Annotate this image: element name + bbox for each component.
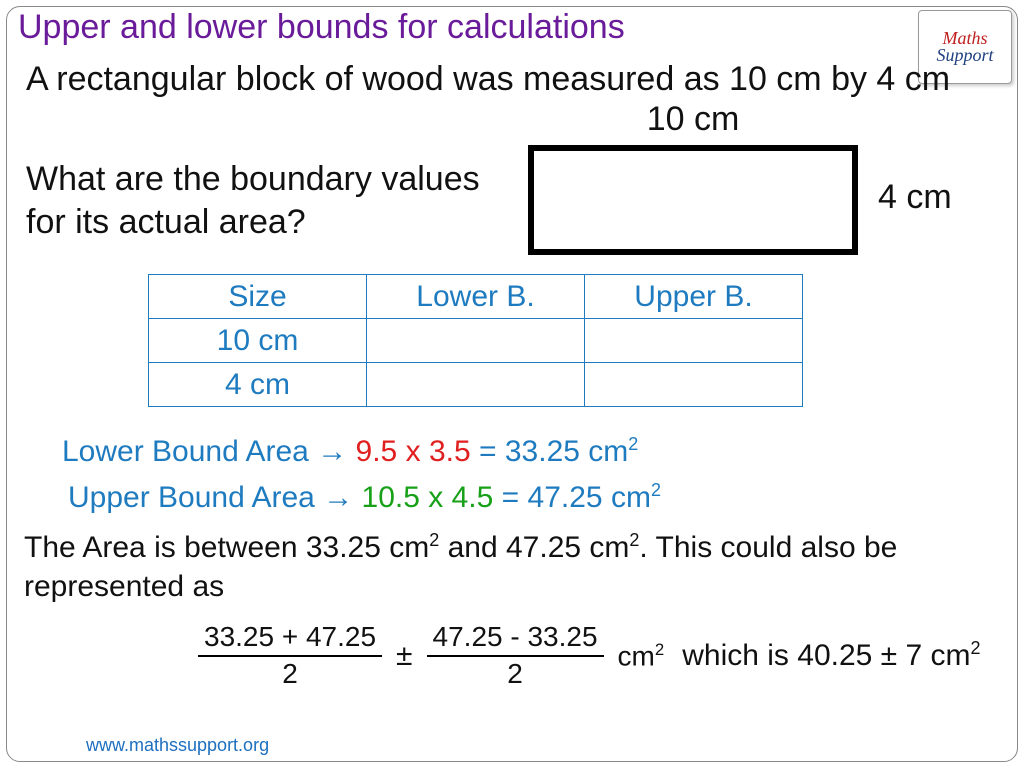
- lb-val2: 3.5: [429, 435, 471, 468]
- problem-statement-1: A rectangular block of wood was measured…: [26, 58, 996, 101]
- arrow-icon: →: [317, 435, 347, 468]
- lb-op: x: [406, 435, 421, 468]
- ub-result: 47.25 cm2: [528, 481, 661, 514]
- cell-size-10: 10 cm: [149, 319, 367, 363]
- ub-eq: =: [502, 481, 520, 514]
- frac1-den: 2: [282, 657, 298, 690]
- lower-bound-area-line: Lower Bound Area → 9.5 x 3.5 = 33.25 cm2: [62, 434, 638, 469]
- cell-size-4: 4 cm: [149, 363, 367, 407]
- final-answer: which is 40.25 ± 7 cm2: [682, 638, 980, 673]
- bounds-table: Size Lower B. Upper B. 10 cm 4 cm: [148, 274, 803, 407]
- plus-minus-icon: ±: [396, 639, 412, 673]
- fraction-halfrange: 47.25 - 33.25 2: [427, 622, 604, 690]
- mean-pm-halfrange-formula: 33.25 + 47.25 2 ± 47.25 - 33.25 2 cm2 wh…: [190, 622, 981, 690]
- slide-title: Upper and lower bounds for calculations: [18, 8, 625, 47]
- fraction-mean: 33.25 + 47.25 2: [198, 622, 382, 690]
- between-v1: 33.25 cm2: [306, 531, 439, 564]
- table-header-row: Size Lower B. Upper B.: [149, 275, 803, 319]
- cell-ub-10: [585, 319, 803, 363]
- lb-eq: =: [479, 435, 497, 468]
- header-lower-b: Lower B.: [367, 275, 585, 319]
- problem-statement-2: What are the boundary values for its act…: [26, 158, 526, 243]
- lb-val1: 9.5: [356, 435, 398, 468]
- upper-bound-area-line: Upper Bound Area → 10.5 x 4.5 = 47.25 cm…: [68, 480, 661, 515]
- table-row: 4 cm: [149, 363, 803, 407]
- ub-label: Upper Bound Area: [68, 481, 315, 514]
- formula-unit: cm2: [618, 640, 665, 672]
- ub-val1: 10.5: [362, 481, 420, 514]
- between-pre: The Area is between: [24, 531, 306, 564]
- between-mid: and: [439, 531, 506, 564]
- frac2-num: 47.25 - 33.25: [427, 622, 604, 657]
- header-size: Size: [149, 275, 367, 319]
- rectangle-diagram: [528, 145, 858, 255]
- cell-ub-4: [585, 363, 803, 407]
- lb-label: Lower Bound Area: [62, 435, 309, 468]
- between-v2: 47.25 cm2: [506, 531, 639, 564]
- arrow-icon: →: [323, 481, 353, 514]
- rectangle-width-label: 10 cm: [528, 100, 858, 139]
- ub-op: x: [428, 481, 443, 514]
- ub-val2: 4.5: [452, 481, 494, 514]
- rectangle-height-label: 4 cm: [878, 178, 952, 217]
- cell-lb-4: [367, 363, 585, 407]
- frac1-num: 33.25 + 47.25: [198, 622, 382, 657]
- table-row: 10 cm: [149, 319, 803, 363]
- footer-url[interactable]: www.mathssupport.org: [86, 735, 269, 756]
- lb-result: 33.25 cm2: [505, 435, 638, 468]
- area-between-statement: The Area is between 33.25 cm2 and 47.25 …: [24, 528, 1004, 606]
- cell-lb-10: [367, 319, 585, 363]
- frac2-den: 2: [507, 657, 523, 690]
- header-upper-b: Upper B.: [585, 275, 803, 319]
